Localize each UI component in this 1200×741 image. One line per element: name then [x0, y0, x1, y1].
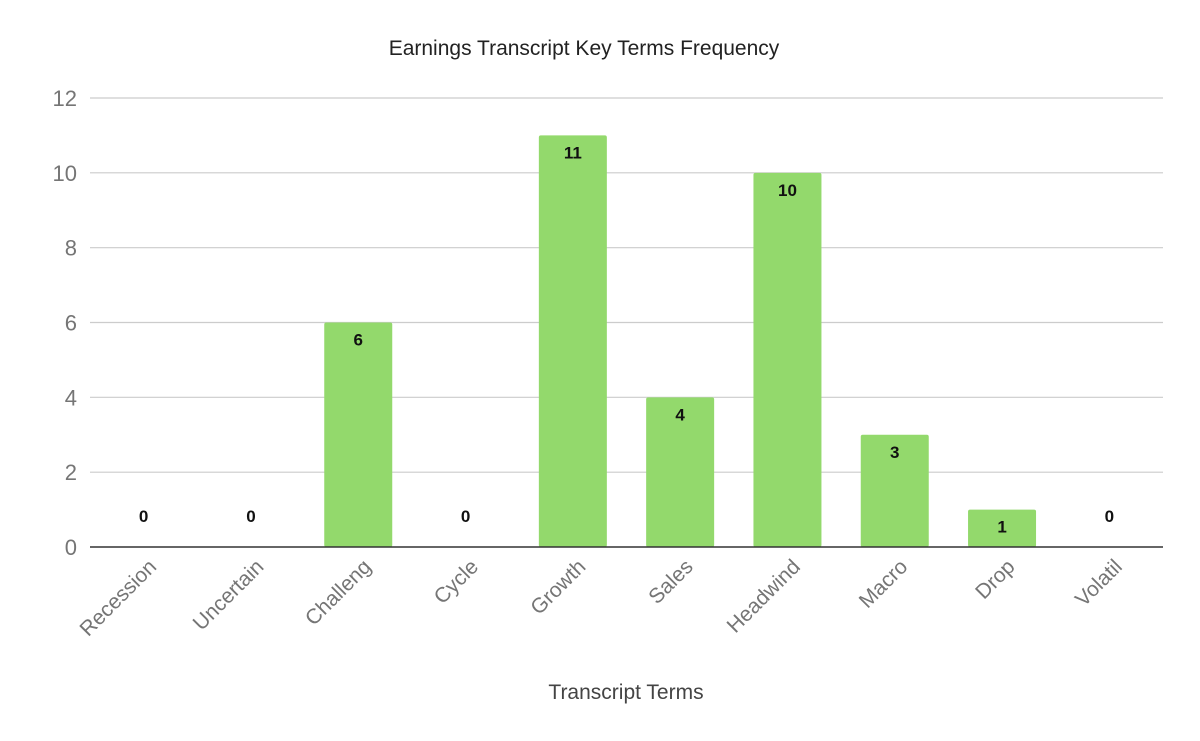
data-label: 11 [564, 143, 582, 162]
data-label: 0 [1105, 507, 1114, 526]
y-tick-label: 8 [65, 236, 77, 261]
bar [860, 434, 929, 547]
bar [538, 135, 607, 547]
y-tick-label: 4 [65, 385, 77, 410]
x-tick-label: Recession [76, 555, 162, 641]
bar [324, 322, 393, 547]
x-tick-label: Challeng [301, 555, 376, 630]
bar [646, 397, 715, 547]
bar [968, 509, 1037, 547]
x-tick-label: Macro [855, 555, 913, 613]
y-tick-label: 10 [53, 161, 77, 186]
bar [753, 172, 822, 548]
x-tick-label: Drop [971, 555, 1019, 603]
data-label: 0 [246, 507, 255, 526]
chart-title: Earnings Transcript Key Terms Frequency [389, 37, 780, 60]
x-axis-title: Transcript Terms [548, 681, 703, 704]
x-tick-label: Volatil [1071, 555, 1127, 611]
data-label: 0 [139, 507, 148, 526]
data-label: 1 [997, 518, 1006, 537]
y-tick-label: 12 [53, 86, 77, 111]
x-tick-label: Headwind [723, 555, 805, 637]
y-axis-ticks: 0 2 4 6 8 10 12 [53, 86, 77, 560]
data-label: 10 [778, 181, 797, 200]
bars [324, 135, 1037, 548]
data-label: 3 [890, 443, 899, 462]
x-tick-label: Growth [526, 555, 590, 619]
y-tick-label: 2 [65, 460, 77, 485]
gridlines [90, 97, 1163, 473]
y-tick-label: 0 [65, 535, 77, 560]
y-tick-label: 6 [65, 311, 77, 336]
data-label: 0 [461, 507, 470, 526]
data-label: 6 [354, 331, 363, 350]
x-tick-label: Sales [644, 555, 697, 608]
data-label: 4 [675, 405, 685, 424]
x-tick-label: Cycle [430, 555, 483, 608]
x-tick-label: Uncertain [189, 555, 269, 635]
x-axis-ticks: Recession Uncertain Challeng Cycle Growth Sal… [76, 555, 1127, 641]
